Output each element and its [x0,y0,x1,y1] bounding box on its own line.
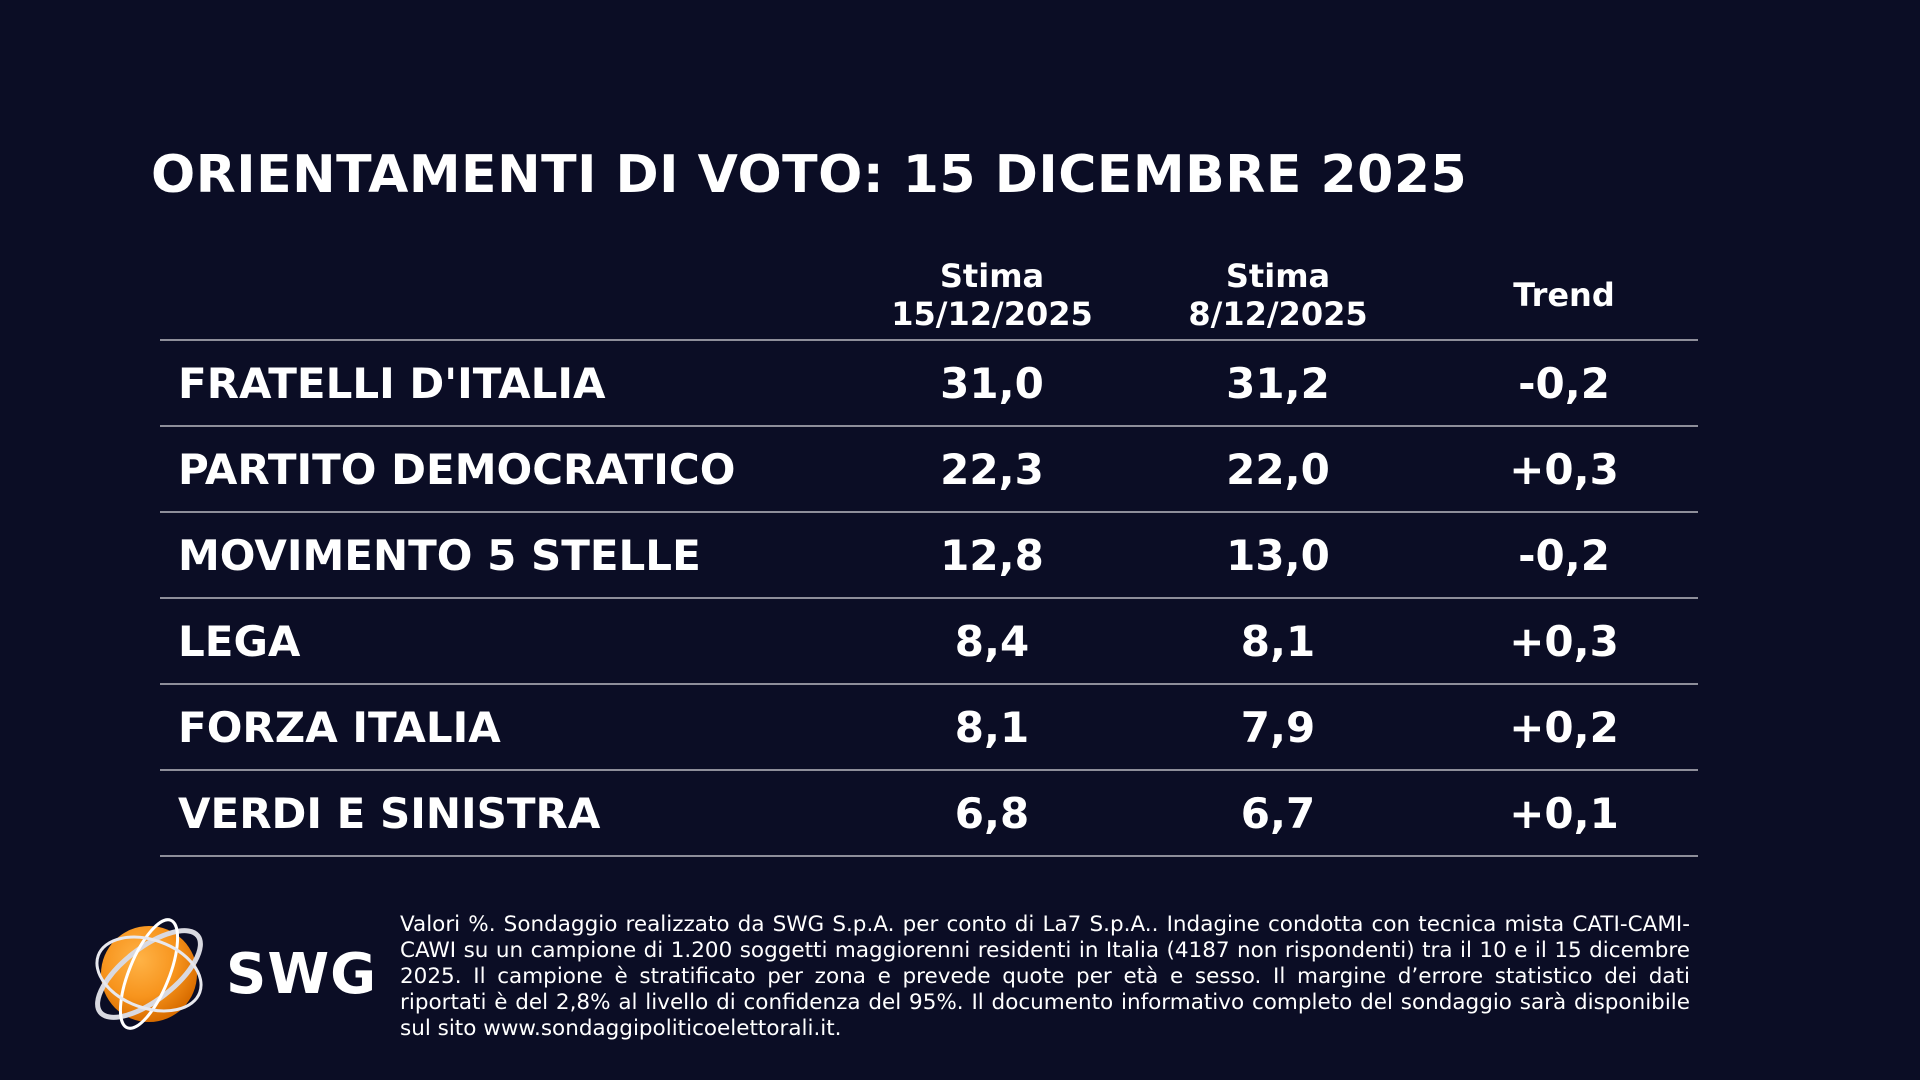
current-estimate: 8,4 [954,616,1030,666]
poll-table: Stima 15/12/2025 Stima 8/12/2025 Trend F… [160,250,1698,857]
current-estimate: 22,3 [940,444,1044,494]
methodology-footnote: Valori %. Sondaggio realizzato da SWG S.… [400,912,1690,1041]
table-row: LEGA 8,4 8,1 +0,3 [160,599,1698,685]
current-estimate: 8,1 [954,702,1030,752]
previous-estimate: 7,9 [1240,702,1316,752]
current-estimate: 31,0 [940,358,1044,408]
column-header-trend-label: Trend [1513,275,1615,314]
table-row: FRATELLI D'ITALIA 31,0 31,2 -0,2 [160,341,1698,427]
column-header-previous-date: 8/12/2025 [1188,294,1368,333]
column-header-trend: Trend [1414,250,1714,339]
trend-value: +0,2 [1509,702,1619,752]
previous-estimate: 13,0 [1226,530,1330,580]
trend-value: -0,2 [1518,358,1610,408]
column-header-current-label: Stima [939,256,1045,295]
table-row: MOVIMENTO 5 STELLE 12,8 13,0 -0,2 [160,513,1698,599]
trend-value: +0,1 [1509,788,1619,838]
party-name: LEGA [178,616,301,666]
previous-estimate: 31,2 [1226,358,1330,408]
previous-estimate: 8,1 [1240,616,1316,666]
party-name: MOVIMENTO 5 STELLE [178,530,701,580]
current-estimate: 6,8 [954,788,1030,838]
previous-estimate: 6,7 [1240,788,1316,838]
table-row: FORZA ITALIA 8,1 7,9 +0,2 [160,685,1698,771]
swg-globe-icon [95,918,203,1030]
party-name: PARTITO DEMOCRATICO [178,444,736,494]
previous-estimate: 22,0 [1226,444,1330,494]
column-header-previous: Stima 8/12/2025 [1128,250,1428,339]
party-name: FRATELLI D'ITALIA [178,358,606,408]
column-header-previous-label: Stima [1225,256,1331,295]
party-name: FORZA ITALIA [178,702,501,752]
current-estimate: 12,8 [940,530,1044,580]
table-header-row: Stima 15/12/2025 Stima 8/12/2025 Trend [160,250,1698,341]
column-header-current-date: 15/12/2025 [891,294,1093,333]
table-row: PARTITO DEMOCRATICO 22,3 22,0 +0,3 [160,427,1698,513]
page-title: ORIENTAMENTI DI VOTO: 15 DICEMBRE 2025 [151,145,1468,205]
table-row: VERDI E SINISTRA 6,8 6,7 +0,1 [160,771,1698,857]
trend-value: +0,3 [1509,444,1619,494]
party-name: VERDI E SINISTRA [178,788,601,838]
column-header-current: Stima 15/12/2025 [842,250,1142,339]
trend-value: +0,3 [1509,616,1619,666]
swg-logo-text: SWG [226,942,378,1007]
trend-value: -0,2 [1518,530,1610,580]
